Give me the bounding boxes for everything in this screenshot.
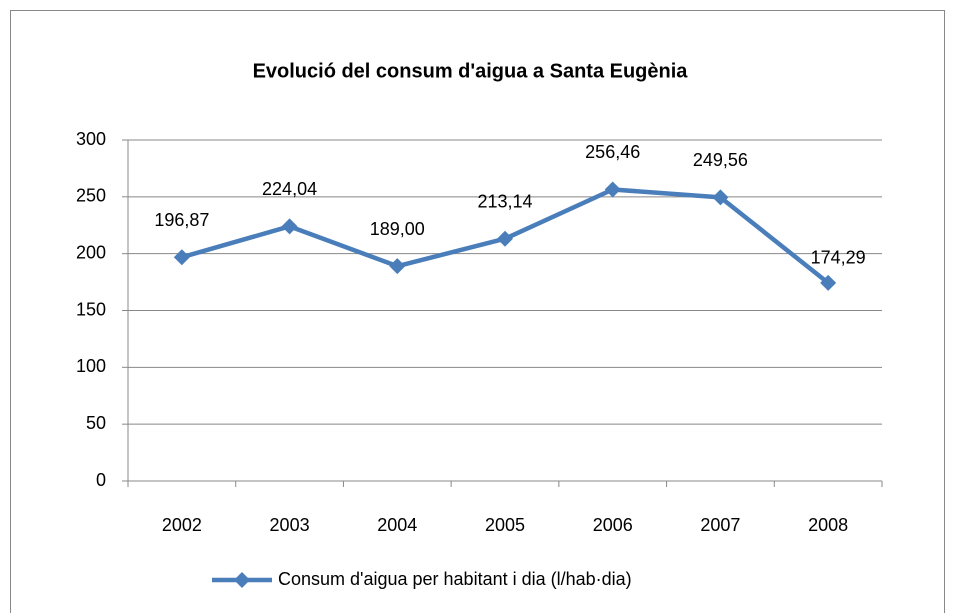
point-marker (389, 258, 406, 275)
point-marker (281, 218, 298, 235)
y-tick-label: 300 (76, 129, 106, 149)
point-marker (712, 189, 729, 206)
data-label: 189,00 (370, 219, 425, 239)
x-tick-label: 2007 (700, 515, 740, 535)
data-label: 196,87 (154, 210, 209, 230)
point-marker (173, 249, 190, 266)
x-tick-label: 2006 (593, 515, 633, 535)
legend-label: Consum d'aigua per habitant i dia (l/hab… (278, 569, 632, 589)
x-tick-label: 2004 (377, 515, 417, 535)
legend-marker (234, 572, 250, 588)
x-tick-label: 2002 (162, 515, 202, 535)
data-label: 256,46 (585, 142, 640, 162)
data-label: 213,14 (477, 191, 532, 211)
data-label: 174,29 (811, 248, 866, 268)
point-marker (604, 181, 621, 198)
y-tick-label: 0 (96, 470, 106, 490)
x-tick-label: 2008 (808, 515, 848, 535)
point-marker (820, 274, 837, 291)
data-label: 249,56 (693, 150, 748, 170)
x-tick-label: 2003 (270, 515, 310, 535)
data-label: 224,04 (262, 179, 317, 199)
y-tick-label: 250 (76, 186, 106, 206)
y-tick-label: 200 (76, 242, 106, 262)
x-tick-label: 2005 (485, 515, 525, 535)
chart-border (10, 10, 945, 613)
y-tick-label: 150 (76, 299, 106, 319)
point-marker (497, 230, 513, 247)
chart-title: Evolució del consum d'aigua a Santa Eugè… (253, 60, 689, 82)
y-tick-label: 100 (76, 356, 106, 376)
y-tick-label: 50 (86, 413, 106, 433)
